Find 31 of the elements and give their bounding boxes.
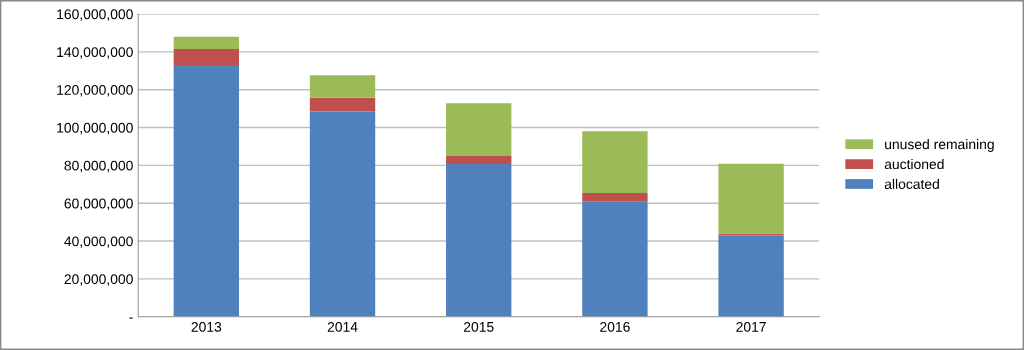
bar [582,131,648,193]
x-tick-label: 2013 [191,321,222,332]
bar [309,111,376,317]
bar [173,36,240,50]
bar [446,164,512,317]
legend-label: allocated [884,178,939,189]
x-tick-label: 2017 [736,321,766,332]
bar [173,49,240,66]
y-tick-label: 40,000,000 [64,236,133,248]
x-tick-label: 2014 [327,321,358,332]
y-tick-label: 100,000,000 [57,122,133,135]
legend-label: auctioned [884,158,944,170]
bar [309,75,376,98]
y-tick-label: 160,000,000 [57,9,133,21]
legend-label: unused remaining [885,139,994,152]
bar [173,65,240,317]
bar [309,97,376,112]
x-tick-label: 2015 [463,321,494,332]
bar [446,156,512,165]
y-tick-label: 80,000,000 [64,160,133,173]
bar [582,193,648,202]
bar [446,103,512,157]
y-tick-label: 60,000,000 [64,198,133,211]
bar [718,235,784,317]
y-tick-label: 140,000,000 [57,47,133,59]
y-tick-label: 120,000,000 [57,85,133,97]
y-tick-label: - [129,317,133,319]
y-tick-label: 20,000,000 [64,274,133,286]
x-tick-label: 2016 [600,321,630,332]
bar [582,201,648,317]
bar [718,163,784,234]
